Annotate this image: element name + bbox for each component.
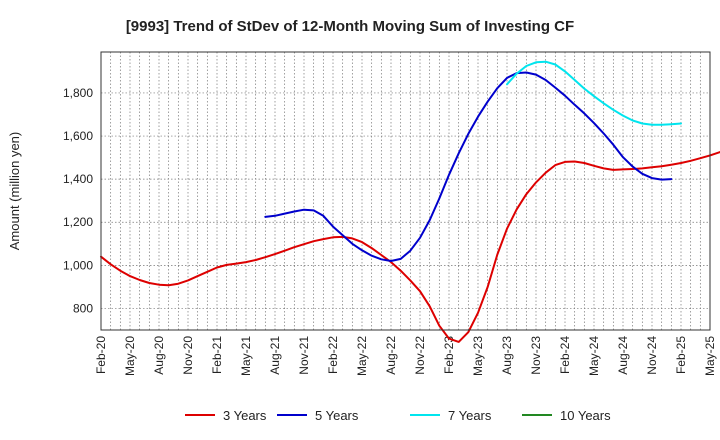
y-tick-label: 1,200 <box>63 215 93 229</box>
legend-label-3-years: 3 Years <box>223 408 267 423</box>
x-tick-label: May-24 <box>587 336 601 376</box>
y-tick-label: 1,400 <box>63 172 93 186</box>
x-tick-label: Feb-24 <box>558 336 572 374</box>
x-tick-label: Aug-20 <box>152 336 166 375</box>
plot-frame <box>100 51 711 331</box>
x-tick-label: Nov-23 <box>529 336 543 375</box>
x-tick-label: Nov-24 <box>645 336 659 375</box>
legend-label-10-years: 10 Years <box>560 408 611 423</box>
x-tick-label: May-23 <box>471 336 485 376</box>
y-tick-label: 1,800 <box>63 86 93 100</box>
y-tick-label: 1,000 <box>63 258 93 272</box>
y-tick-label: 1,600 <box>63 129 93 143</box>
x-tick-label: May-21 <box>239 336 253 376</box>
x-tick-label: Nov-21 <box>297 336 311 375</box>
x-tick-label: May-20 <box>123 336 137 376</box>
series-line-5-years <box>264 71 673 262</box>
x-tick-label: Feb-21 <box>210 336 224 374</box>
x-tick-label: Feb-25 <box>674 336 688 374</box>
y-axis-label: Amount (million yen) <box>7 132 22 251</box>
legend: 3 Years 5 Years 7 Years 10 Years <box>185 408 611 423</box>
x-tick-label: Aug-23 <box>500 336 514 375</box>
x-tick-label: Aug-21 <box>268 336 282 375</box>
series-lines <box>100 60 720 343</box>
series-line-7-years <box>506 60 682 126</box>
series-line-3-years <box>100 151 720 343</box>
legend-label-7-years: 7 Years <box>448 408 492 423</box>
x-tick-label: Feb-20 <box>94 336 108 374</box>
y-tick-label: 800 <box>73 301 93 315</box>
tick-labels: 800 1,000 1,200 1,400 1,600 1,800 Feb-20 May-20… <box>63 86 717 376</box>
x-tick-label: May-22 <box>355 336 369 376</box>
chart-title: [9993] Trend of StDev of 12-Month Moving… <box>126 18 574 35</box>
x-tick-label: Nov-20 <box>181 336 195 375</box>
legend-label-5-years: 5 Years <box>315 408 359 423</box>
x-tick-label: Aug-22 <box>384 336 398 375</box>
grid <box>101 52 710 330</box>
x-tick-label: May-25 <box>703 336 717 376</box>
x-tick-label: Feb-22 <box>326 336 340 374</box>
x-tick-label: Nov-22 <box>413 336 427 375</box>
x-tick-label: Feb-23 <box>442 336 456 374</box>
x-tick-label: Aug-24 <box>616 336 630 375</box>
